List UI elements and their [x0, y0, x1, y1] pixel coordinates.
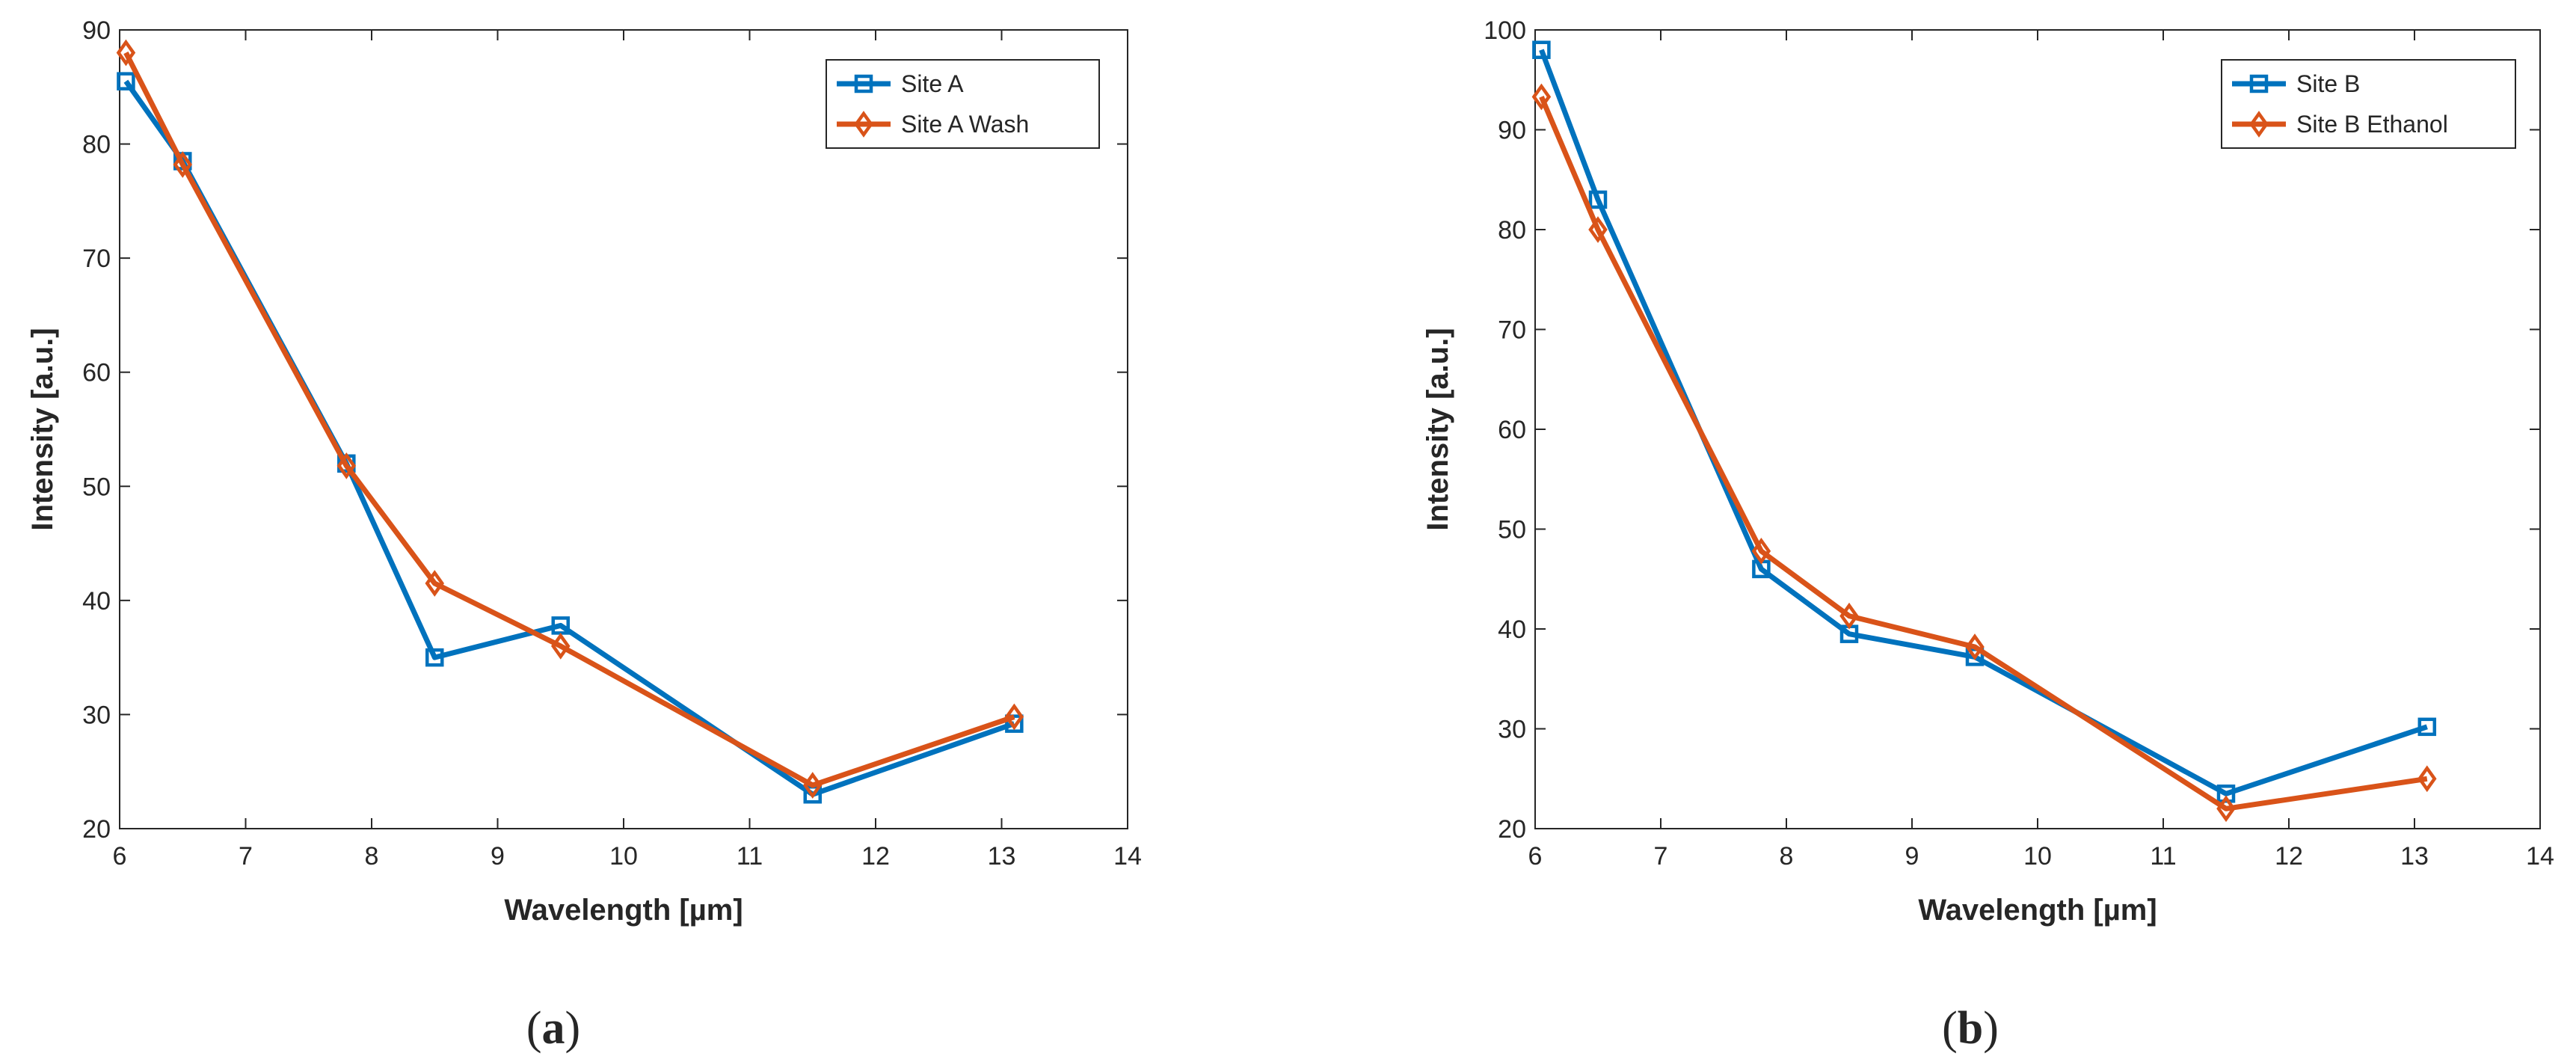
y-tick-label: 40 [1498, 616, 1526, 644]
data-point-diamond [2417, 765, 2437, 793]
x-tick-label: 8 [1780, 842, 1794, 871]
series-line [1539, 49, 2428, 796]
data-point-diamond [1965, 633, 1985, 660]
panel-label-b: (b) [1942, 1003, 1999, 1054]
plot-area [119, 29, 1128, 829]
legend-marker-square [854, 74, 873, 93]
data-point-square [425, 648, 444, 667]
data-point-square [2417, 717, 2437, 737]
data-point-square [2216, 785, 2236, 803]
series-site-a-wash [116, 39, 1024, 799]
plot-area [1534, 29, 2541, 829]
data-point-diamond [425, 570, 445, 597]
data-point-diamond [802, 772, 823, 799]
data-point-square [1005, 714, 1024, 733]
legend-label: Site B [2296, 70, 2360, 97]
y-tick-label: 40 [82, 587, 111, 616]
data-point-diamond [2216, 795, 2236, 823]
x-tick-label: 13 [2400, 842, 2429, 871]
y-tick-label: 70 [1498, 316, 1526, 345]
y-tick-label: 90 [1498, 117, 1526, 145]
x-tick-label: 10 [609, 842, 638, 871]
x-tick-label: 10 [2023, 842, 2052, 871]
x-tick-label: 11 [2150, 842, 2176, 871]
y-tick-label: 80 [1498, 216, 1526, 245]
y-tick-label: 50 [1498, 516, 1526, 544]
legend-label: Site B Ethanol [2296, 111, 2448, 138]
data-point-diamond [1839, 602, 1859, 630]
data-point-diamond [1531, 83, 1552, 111]
data-point-diamond [336, 452, 357, 479]
y-tick-label: 70 [82, 245, 111, 273]
y-axis-label: Intensity [a.u.] [1421, 328, 1454, 530]
legend-marker-square [2249, 74, 2269, 93]
y-tick-label: 60 [1498, 416, 1526, 444]
series-line [123, 51, 1015, 788]
series-site-b-ethanol [1531, 83, 2437, 823]
x-tick-label: 14 [1113, 842, 1142, 871]
legend: Site B Site B Ethanol [2221, 59, 2516, 149]
chart-panel-a: 6 7 8 9 10 11 12 13 14 20 30 40 50 60 70 80 90 Wavelength… [26, 16, 1142, 927]
x-tick-label: 9 [491, 842, 505, 871]
data-point-diamond [550, 633, 571, 660]
x-axis-label: Wavelength [µm] [1918, 894, 2157, 927]
x-tick-label: 11 [737, 842, 763, 871]
y-tick-label: 80 [82, 131, 111, 159]
legend-box [826, 59, 1100, 149]
x-tick-label: 14 [2526, 842, 2554, 871]
x-tick-label: 8 [365, 842, 379, 871]
y-tick-label: 50 [82, 473, 111, 501]
y-tick-label: 60 [82, 359, 111, 387]
legend-box [2221, 59, 2516, 149]
x-tick-label: 7 [1654, 842, 1668, 871]
data-point-square [117, 72, 135, 90]
y-tick-label: 20 [1498, 815, 1526, 844]
y-tick-label: 30 [1498, 716, 1526, 744]
legend-label: Site A Wash [901, 111, 1029, 138]
x-tick-label: 9 [1905, 842, 1919, 871]
legend-label: Site A [901, 70, 964, 97]
data-point-square [1588, 190, 1608, 209]
data-point-diamond [1004, 703, 1024, 731]
chart-panel-b: 6 7 8 9 10 11 12 13 14 20 30 40 50 60 70 80 90 100 Wavelen… [1421, 16, 2554, 927]
legend-marker-diamond [854, 111, 873, 138]
y-axis-label: Intensity [a.u.] [26, 328, 59, 530]
data-point-diamond [116, 39, 136, 67]
y-tick-label: 100 [1484, 16, 1526, 45]
legend: Site A Site A Wash [826, 59, 1100, 149]
y-tick-label: 90 [82, 16, 111, 45]
data-point-square [1532, 40, 1551, 59]
y-tick-label: 30 [82, 701, 111, 729]
data-point-diamond [1751, 537, 1771, 565]
x-tick-label: 6 [1528, 842, 1543, 871]
x-tick-label: 12 [2275, 842, 2303, 871]
data-point-diamond [1588, 216, 1608, 243]
x-axis-label: Wavelength [µm] [504, 894, 743, 927]
data-point-diamond [173, 151, 193, 178]
y-tick-label: 20 [82, 815, 111, 844]
x-tick-label: 6 [113, 842, 127, 871]
series-line [1539, 96, 2428, 811]
panel-label-a: (a) [526, 1003, 580, 1054]
x-tick-label: 12 [861, 842, 890, 871]
legend-marker-diamond [2249, 111, 2269, 138]
x-tick-label: 13 [988, 842, 1016, 871]
x-tick-label: 7 [239, 842, 253, 871]
